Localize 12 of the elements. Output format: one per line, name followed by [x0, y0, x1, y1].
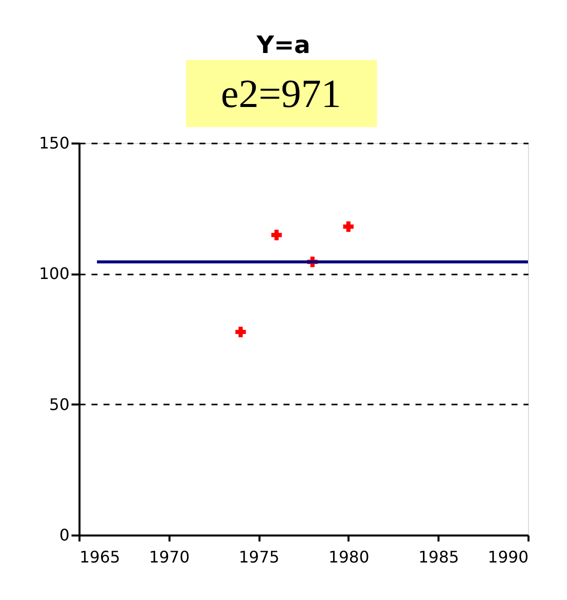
y-tick-label: 50 — [49, 394, 70, 414]
x-tick-label: 1985 — [418, 548, 460, 566]
x-tick-label: 1990 — [488, 548, 528, 566]
chart-subtitle: e2=971 — [220, 71, 342, 116]
y-tick-label: 0 — [59, 526, 70, 544]
x-tick-label: 1970 — [148, 548, 190, 566]
chart-title: Y=a — [256, 31, 310, 59]
x-tick-label: 1975 — [238, 548, 280, 566]
x-tick-label: 1980 — [328, 548, 370, 566]
x-tick-label: 1965 — [80, 548, 120, 566]
y-tick-label: 100 — [38, 264, 70, 284]
y-tick-label: 150 — [38, 134, 70, 152]
